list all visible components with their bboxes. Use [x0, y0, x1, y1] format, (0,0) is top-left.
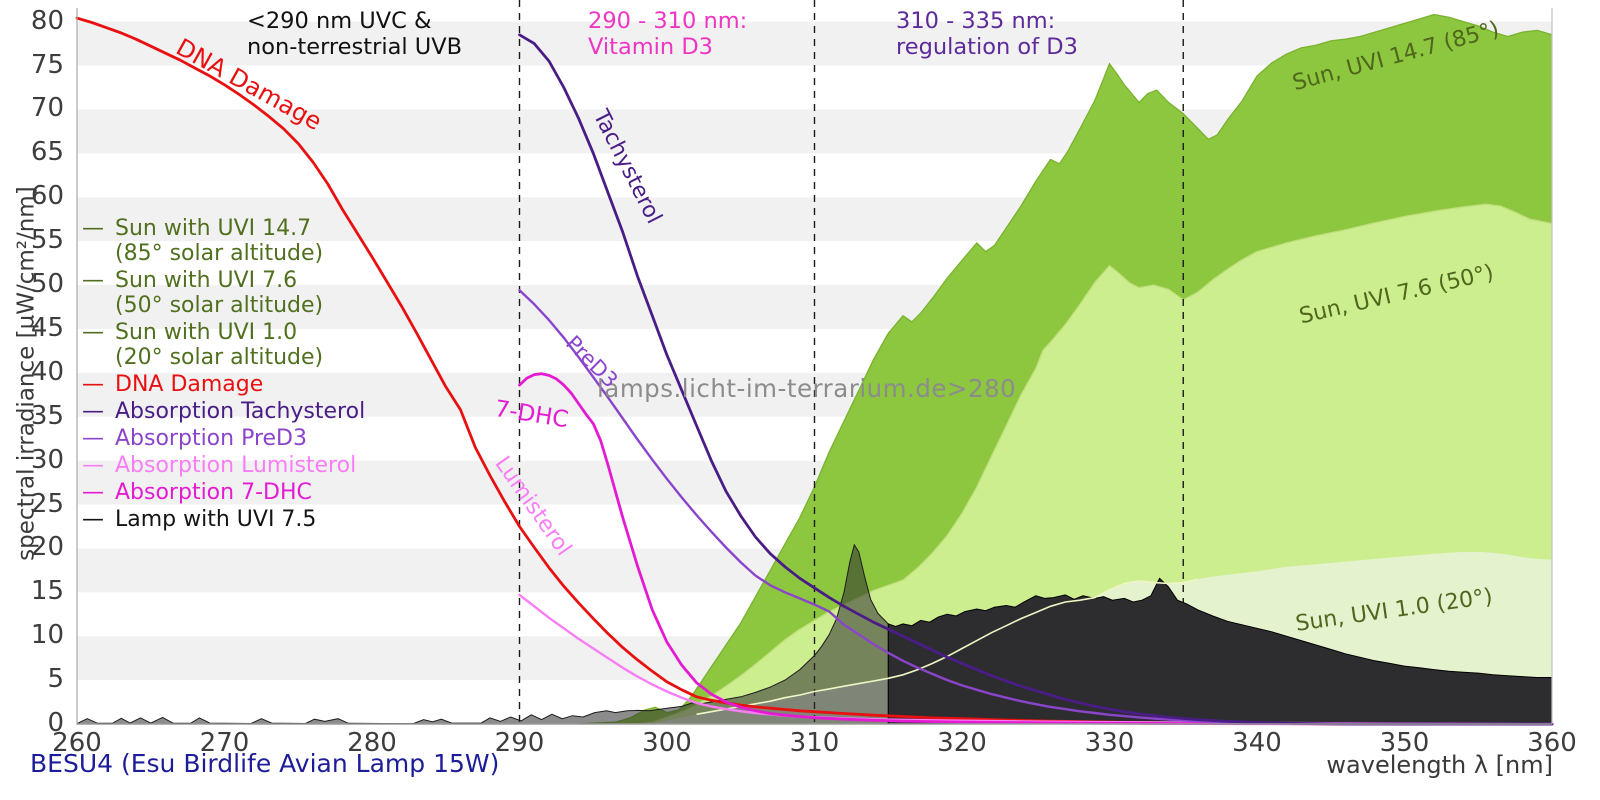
annotation-line: non-terrestrial UVB: [247, 34, 463, 60]
legend-marker: —: [82, 372, 104, 397]
x-tick-label: 320: [937, 728, 987, 758]
y-tick-label: 80: [30, 5, 64, 36]
annotation-line: 290 - 310 nm:: [588, 8, 748, 34]
legend-item-lamp: — Lamp with UVI 7.5: [82, 507, 365, 532]
legend-label-continued: (85° solar altitude): [115, 241, 324, 266]
legend-marker: —: [82, 216, 104, 241]
legend-item-lumisterol: — Absorption Lumisterol: [82, 453, 365, 478]
legend-label: Absorption PreD3: [115, 426, 307, 451]
legend-row: — Absorption Lumisterol: [82, 453, 365, 478]
legend-item-dna: — DNA Damage: [82, 372, 365, 397]
y-tick-label: 45: [30, 312, 64, 343]
legend-label: Sun with UVI 7.6: [115, 268, 298, 293]
legend-row: — DNA Damage: [82, 372, 365, 397]
x-tick-label: 290: [494, 728, 545, 758]
legend-label-continued: (20° solar altitude): [115, 345, 324, 370]
legend-row: — Absorption 7-DHC: [82, 480, 365, 505]
legend-row: — Absorption PreD3: [82, 426, 365, 451]
legend-item-7dhc: — Absorption 7-DHC: [82, 480, 365, 505]
legend-marker: —: [82, 320, 104, 345]
legend-label: Sun with UVI 14.7: [115, 216, 312, 241]
legend-marker: —: [82, 507, 104, 532]
legend-marker: —: [82, 480, 104, 505]
y-tick-label: 60: [30, 181, 64, 212]
y-tick-label: 65: [30, 137, 64, 168]
y-tick-label: 0: [47, 708, 64, 738]
legend-label: Absorption 7-DHC: [115, 480, 312, 505]
annotation-line: Vitamin D3: [588, 34, 713, 60]
legend-label: DNA Damage: [115, 372, 264, 397]
page-title: BESU4 (Esu Birdlife Avian Lamp 15W): [30, 749, 500, 778]
y-tick-label: 75: [30, 49, 64, 80]
y-tick-label: 50: [30, 269, 64, 299]
legend-marker: —: [82, 399, 104, 424]
legend-item-tachysterol: — Absorption Tachysterol: [82, 399, 365, 424]
legend-marker: —: [82, 268, 104, 293]
area-lamp-solid: [887, 577, 1553, 725]
y-tick-label: 30: [30, 444, 64, 475]
x-axis-label: wavelength λ [nm]: [1326, 751, 1553, 779]
legend-item-sun-147: — Sun with UVI 14.7 (85° solar altitude): [82, 216, 365, 266]
watermark: lamps.licht-im-terrarium.de>280: [597, 374, 1017, 403]
legend-marker: —: [82, 453, 104, 478]
legend-row: — Absorption Tachysterol: [82, 399, 365, 424]
legend-row: — Sun with UVI 1.0: [82, 320, 365, 345]
legend-row: — Lamp with UVI 7.5: [82, 507, 365, 532]
y-tick-label: 70: [30, 93, 64, 124]
legend: — Sun with UVI 14.7 (85° solar altitude) — S…: [82, 216, 365, 534]
y-tick-label: 5: [47, 664, 64, 695]
legend-label: Lamp with UVI 7.5: [115, 507, 317, 532]
annotation-vitd3: 290 - 310 nm: Vitamin D3: [588, 8, 747, 60]
legend-marker: —: [82, 426, 104, 451]
sun-uvi-10-edge: [696, 578, 1199, 716]
x-tick-label: 350: [1379, 728, 1430, 758]
series-pred3: [518, 289, 1554, 726]
area-sun-uvi-147-edge: [578, 13, 1553, 725]
annotation-line: 310 - 335 nm:: [896, 8, 1056, 34]
x-tick-label: 330: [1084, 728, 1135, 758]
legend-label: Absorption Lumisterol: [115, 453, 357, 478]
annotation-uvc: <290 nm UVC & non-terrestrial UVB: [247, 8, 462, 60]
legend-item-pred3: — Absorption PreD3: [82, 426, 365, 451]
legend-row: — Sun with UVI 7.6: [82, 268, 365, 293]
y-tick-label: 20: [30, 532, 64, 563]
y-tick-label: 25: [30, 488, 64, 519]
series-7-dhc: [518, 372, 1554, 726]
legend-row: — Sun with UVI 14.7: [82, 216, 365, 241]
annotation-line: <290 nm UVC &: [247, 8, 432, 34]
annotation-line: regulation of D3: [896, 34, 1078, 60]
y-tick-label: 35: [30, 400, 64, 431]
area-lamp-uncertain: [76, 543, 889, 725]
legend-item-sun-10: — Sun with UVI 1.0 (20° solar altitude): [82, 320, 365, 370]
legend-label-continued: (50° solar altitude): [115, 293, 324, 318]
x-tick-label: 260: [52, 728, 102, 758]
x-tick-label: 300: [642, 728, 692, 758]
x-tick-label: 360: [1527, 728, 1577, 758]
y-tick-label: 55: [30, 225, 64, 256]
legend-item-sun-76: — Sun with UVI 7.6 (50° solar altitude): [82, 268, 365, 318]
area-sun-uvi-76-edge: [637, 203, 1553, 725]
legend-label: Sun with UVI 1.0: [115, 320, 298, 345]
annotation-regd3: 310 - 335 nm: regulation of D3: [896, 8, 1078, 60]
y-tick-label: 10: [30, 620, 64, 651]
y-tick-label: 15: [30, 576, 64, 607]
series-dna-damage: [75, 16, 1554, 726]
legend-label: Absorption Tachysterol: [115, 399, 366, 424]
x-tick-label: 270: [199, 728, 250, 758]
x-tick-label: 280: [347, 728, 397, 758]
x-tick-label: 310: [789, 728, 840, 758]
y-tick-label: 40: [30, 356, 64, 387]
x-tick-label: 340: [1232, 728, 1282, 758]
series-tachysterol: [518, 33, 1554, 726]
